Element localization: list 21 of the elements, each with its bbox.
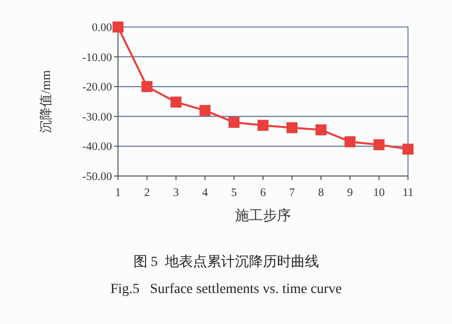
- x-tick-label: 10: [373, 187, 385, 199]
- y-axis-title: 沉降值/mm: [38, 70, 53, 133]
- x-axis-title: 施工步序: [235, 208, 291, 224]
- x-tick-label: 11: [402, 187, 414, 199]
- caption: 图 5 地表点累计沉降历时曲线: [133, 254, 319, 270]
- y-tick-label: 0.00: [92, 22, 112, 34]
- y-tick-label: -40.00: [82, 141, 112, 154]
- x-tick-label: 7: [289, 187, 296, 199]
- x-tick-label: 3: [173, 187, 180, 199]
- x-tick-label: 1: [115, 187, 122, 199]
- y-tick-label: -10.00: [82, 52, 112, 64]
- y-tick-label: -30.00: [82, 111, 112, 124]
- y-tick-label: -20.00: [82, 82, 112, 94]
- caption: Fig.5 Surface settlements vs. time curve: [110, 282, 342, 297]
- x-tick-label: 4: [202, 187, 208, 199]
- y-tick-label: -50.00: [82, 171, 112, 183]
- x-tick-label: 9: [347, 187, 354, 199]
- x-tick-label: 6: [260, 187, 266, 199]
- x-tick-label: 5: [231, 187, 238, 199]
- x-tick-label: 2: [144, 187, 150, 199]
- x-tick-label: 8: [318, 187, 324, 199]
